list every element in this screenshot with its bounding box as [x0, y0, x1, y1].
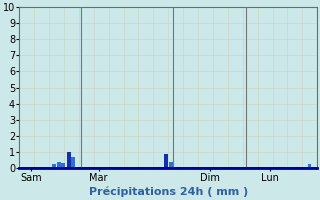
X-axis label: Précipitations 24h ( mm ): Précipitations 24h ( mm )	[89, 187, 248, 197]
Bar	[67, 152, 71, 168]
Bar	[61, 163, 65, 168]
Bar	[308, 164, 311, 168]
Bar	[164, 154, 168, 168]
Bar	[71, 157, 75, 168]
Bar	[57, 162, 61, 168]
Bar	[170, 162, 173, 168]
Bar	[52, 164, 56, 168]
